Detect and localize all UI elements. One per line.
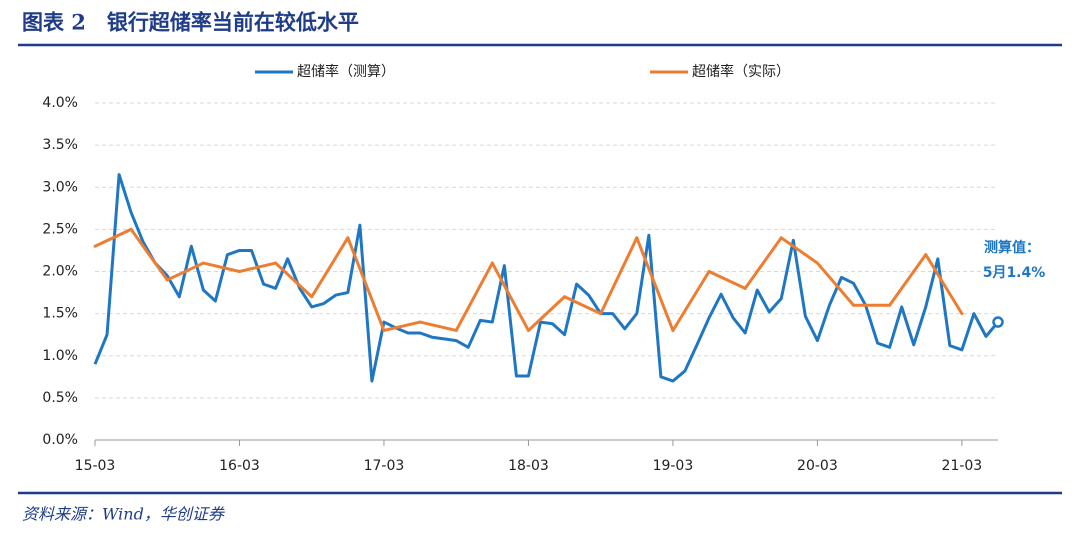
y-tick-label: 0.0% (42, 432, 78, 448)
x-tick-label: 21-03 (942, 458, 983, 474)
legend-label: 超储率（测算） (297, 63, 395, 80)
line-segment (526, 295, 567, 332)
line-segment (707, 270, 747, 290)
line-segment (563, 295, 603, 316)
line (93, 173, 1000, 383)
end-marker (992, 316, 1004, 328)
line-segment (237, 261, 278, 273)
line-segment (924, 253, 964, 316)
line-segment (93, 227, 133, 248)
line-segment (454, 261, 494, 332)
line-segment (779, 236, 819, 265)
line-segment (274, 261, 314, 299)
line-segment (165, 261, 205, 282)
line-segment (201, 261, 241, 273)
annotation: 测算值： (984, 239, 1040, 256)
annotation: 5月1.4% (983, 265, 1046, 281)
y-tick-label: 3.0% (42, 179, 78, 195)
x-tick-label: 17-03 (364, 458, 405, 474)
line-segment (346, 236, 386, 332)
y-tick-label: 2.0% (42, 264, 78, 280)
x-tick-label: 20-03 (797, 458, 838, 474)
chart-title: 图表 2 银行超储率当前在较低水平 (22, 10, 359, 35)
line-segment (815, 261, 856, 307)
x-tick-label: 18-03 (508, 458, 549, 474)
line-segment (888, 253, 928, 307)
y-tick-label: 3.5% (42, 137, 78, 153)
line-segment (671, 270, 711, 332)
y-tick-label: 1.5% (42, 306, 78, 322)
line-segment (418, 320, 458, 332)
x-tick-label: 16-03 (219, 458, 260, 474)
line-segment (310, 236, 350, 299)
x-tick-label: 19-03 (653, 458, 694, 474)
x-tick-label: 15-03 (75, 458, 116, 474)
y-tick-label: 1.0% (42, 348, 78, 364)
y-tick-label: 2.5% (42, 221, 78, 237)
source: 资料来源：Wind，华创证券 (22, 505, 226, 524)
line-segment (635, 236, 675, 332)
y-tick-label: 4.0% (42, 95, 78, 111)
line-segment (382, 320, 422, 332)
line-segment (599, 236, 639, 316)
line-segment (490, 261, 530, 332)
line-segment (129, 227, 169, 282)
line-segment (743, 236, 783, 290)
legend-label: 超储率（实际） (692, 63, 790, 80)
y-tick-label: 0.5% (42, 390, 78, 406)
